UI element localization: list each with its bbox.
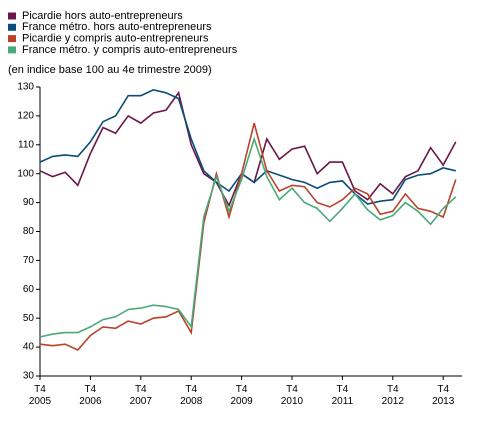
y-tick-label: 30 [23, 371, 35, 382]
series-line [39, 122, 457, 351]
y-tick-label: 100 [17, 168, 34, 179]
x-tick-label: T4 2013 [432, 384, 455, 407]
y-tick-label: 50 [23, 313, 35, 324]
x-tick-label: T4 2006 [79, 384, 102, 407]
series-line [39, 89, 456, 205]
legend-swatch [8, 23, 16, 31]
x-tick-label: T4 2007 [129, 384, 152, 407]
x-tick-label: T4 2009 [230, 384, 253, 407]
y-tick-label: 120 [17, 111, 34, 122]
legend-swatch [8, 35, 16, 43]
legend-swatch [8, 12, 16, 20]
y-tick-label: 130 [17, 82, 34, 93]
x-tick-label: T4 2010 [280, 384, 304, 407]
chart-subtitle: (en indice base 100 au 4e trimestre 2009… [8, 64, 212, 76]
x-tick-label: T4 2012 [381, 384, 404, 407]
y-tick-label: 60 [23, 284, 35, 295]
y-tick-label: 70 [23, 255, 35, 266]
x-tick-label: T4 2005 [28, 384, 52, 407]
series-line [39, 136, 457, 338]
legend-label: Picardie hors auto-entrepreneurs [22, 10, 183, 22]
x-tick-label: T4 2008 [180, 384, 203, 407]
y-tick-label: 80 [23, 226, 35, 237]
y-tick-label: 110 [18, 139, 34, 150]
legend-label: France métro. y compris auto-entrepreneu… [22, 44, 238, 56]
legend-swatch [8, 46, 16, 54]
x-tick-label: T4 2011 [331, 384, 354, 407]
legend-label: Picardie y compris auto-entrepreneurs [22, 33, 209, 45]
legend-label: France métro. hors auto-entrepreneurs [22, 21, 212, 33]
y-tick-label: 90 [23, 197, 35, 208]
y-tick-label: 40 [23, 342, 35, 353]
